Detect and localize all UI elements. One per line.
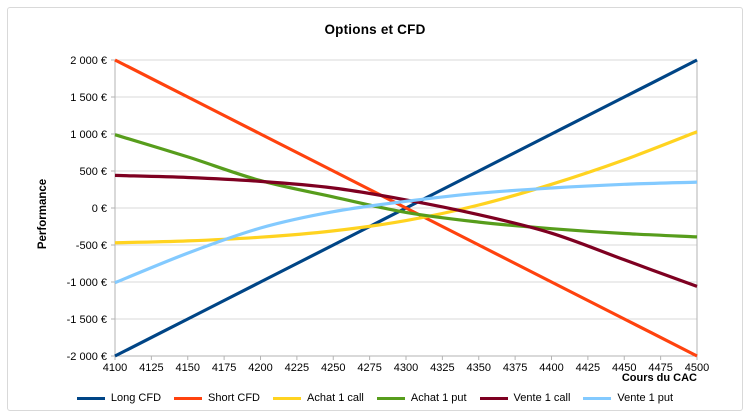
legend-item-short-cfd: Short CFD [174,392,260,404]
legend-swatch [376,396,405,400]
x-tick-label: 4225 [285,362,309,374]
legend-label: Vente 1 put [617,392,674,404]
series-line-vente-1-put [114,180,698,285]
y-tick-label: -2 000 € [67,351,107,363]
series-line-vente-1-call [114,173,698,288]
legend-item-long-cfd: Long CFD [76,392,162,404]
x-tick-label: 4275 [357,362,381,374]
x-tick-label: 4100 [103,362,127,374]
y-tick-label: -1 500 € [67,314,107,326]
x-tick-label: 4475 [648,362,672,374]
legend-label: Long CFD [110,392,162,404]
legend-swatch [479,396,508,400]
series-line-short-cfd [114,58,698,358]
x-tick-label: 4425 [576,362,600,374]
x-tick-label: 4175 [212,362,236,374]
x-tick-label: 4400 [539,362,563,374]
y-tick-label: 2 000 € [70,55,107,67]
y-tick-label: 1 000 € [70,129,107,141]
legend-label: Vente 1 call [513,392,571,404]
x-axis-title: Cours du CAC [621,372,697,384]
legend-swatch [583,396,612,400]
x-tick-label: 4125 [139,362,163,374]
x-tick-label: 4350 [467,362,491,374]
x-tick-label: 4250 [321,362,345,374]
legend-item-achat-1-put: Achat 1 put [376,392,467,404]
legend-swatch [76,396,105,400]
x-tick-label: 4300 [394,362,418,374]
legend-item-vente-1-call: Vente 1 call [479,392,571,404]
x-tick-label: 4325 [430,362,454,374]
series-line-achat-1-put [114,133,698,239]
x-tick-label: 4150 [176,362,200,374]
x-tick-label: 4375 [503,362,527,374]
legend-label: Short CFD [208,392,261,404]
x-tick-label: 4500 [685,362,709,374]
y-tick-label: -1 000 € [67,277,107,289]
x-tick-label: 4450 [612,362,636,374]
legend-swatch [174,396,203,400]
series-line-achat-1-call [114,130,698,245]
y-tick-label: 500 € [79,166,107,178]
chart-card [7,7,743,411]
y-tick-label: 0 € [92,203,107,215]
y-tick-label: -500 € [76,240,107,252]
legend-label: Achat 1 put [410,392,467,404]
y-tick-label: 1 500 € [70,92,107,104]
x-tick-label: 4200 [248,362,272,374]
legend-swatch [273,396,302,400]
legend-item-vente-1-put: Vente 1 put [583,392,673,404]
legend-item-achat-1-call: Achat 1 call [273,392,364,404]
legend: Long CFD Short CFD Achat 1 call Achat 1 put… [0,389,750,407]
legend-label: Achat 1 call [307,392,364,404]
chart-title: Options et CFD [324,22,426,37]
